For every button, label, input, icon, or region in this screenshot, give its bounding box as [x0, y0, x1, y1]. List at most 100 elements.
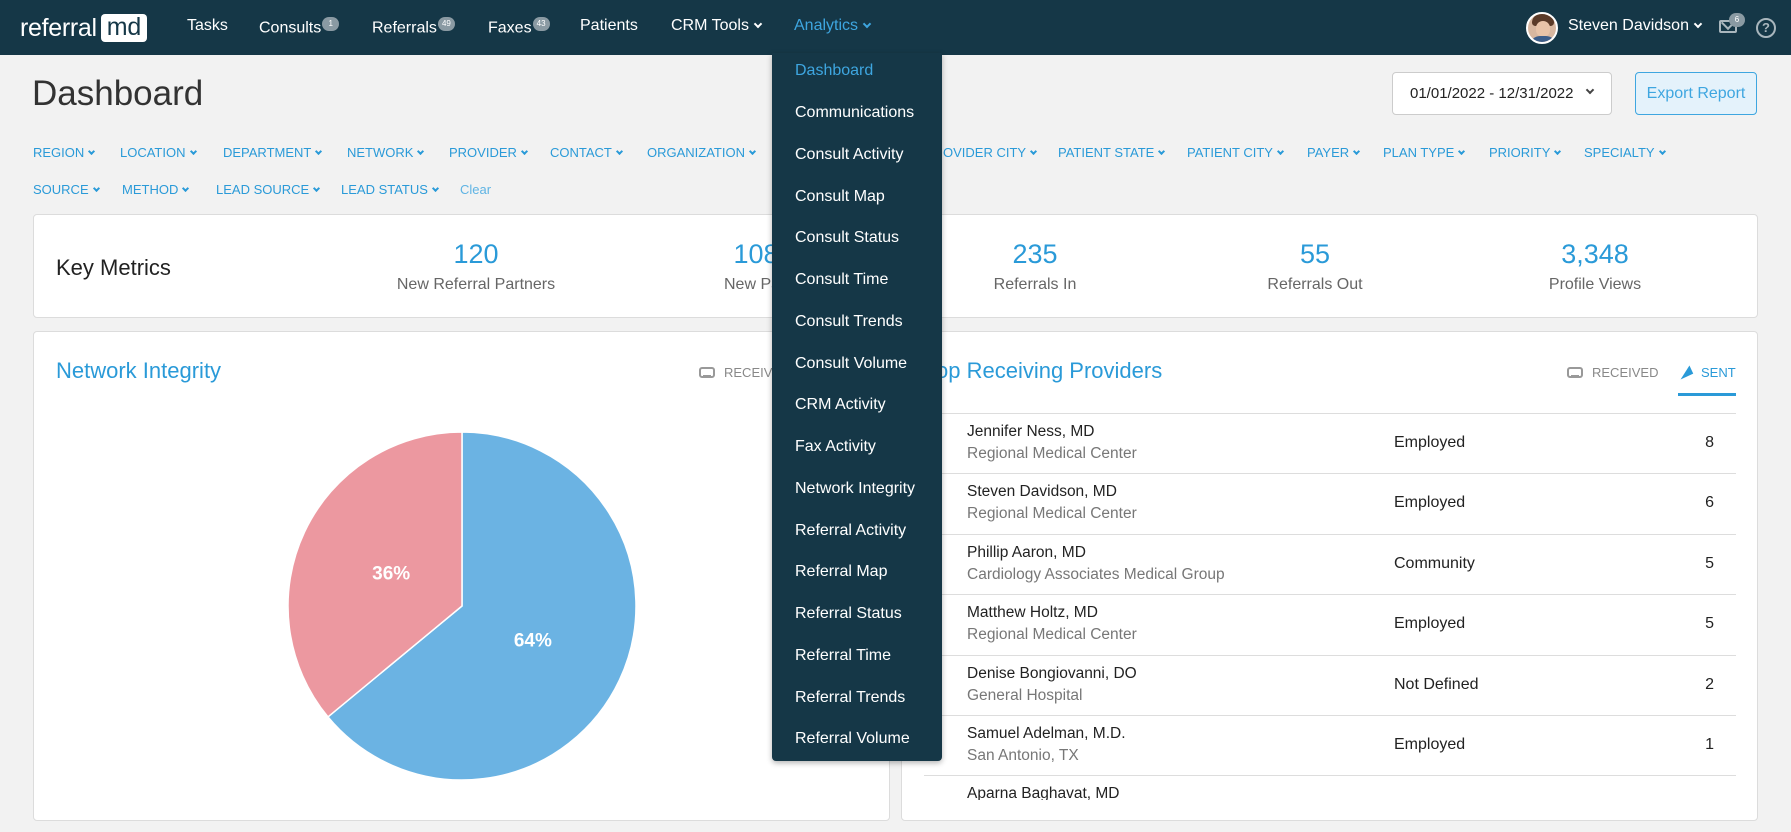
inbox-icon	[699, 367, 715, 378]
chevron-down-icon	[1276, 147, 1285, 156]
menu-item-referral-status[interactable]: Referral Status	[795, 605, 902, 622]
menu-item-crm-activity[interactable]: CRM Activity	[795, 396, 886, 413]
menu-item-consult-status[interactable]: Consult Status	[795, 229, 900, 246]
filter-method[interactable]: METHOD	[122, 182, 190, 197]
provider-row[interactable]: Matthew Holtz, MD Regional Medical Center…	[924, 595, 1736, 656]
filter-patient-state[interactable]: PATIENT STATE	[1058, 145, 1166, 160]
filter-plan-type[interactable]: PLAN TYPE	[1383, 145, 1466, 160]
menu-item-referral-trends[interactable]: Referral Trends	[795, 689, 906, 706]
provider-row[interactable]: Jennifer Ness, MD Regional Medical Center…	[924, 414, 1736, 475]
menu-item-consult-map[interactable]: Consult Map	[795, 188, 885, 205]
menu-item-consult-activity[interactable]: Consult Activity	[795, 146, 904, 163]
chevron-down-icon	[88, 147, 96, 156]
user-avatar[interactable]	[1526, 12, 1558, 44]
menu-item-referral-activity[interactable]: Referral Activity	[795, 522, 907, 539]
filter-organization[interactable]: ORGANIZATION	[647, 145, 757, 160]
export-report-button[interactable]: Export Report	[1635, 72, 1757, 115]
metric-referrals-out: 55 Referrals Out	[1185, 239, 1445, 294]
active-tab-indicator	[1678, 393, 1736, 396]
chevron-down-icon	[313, 184, 321, 193]
provider-name: Aparna Baghavat, MD	[967, 785, 1120, 800]
chevron-down-icon	[1585, 85, 1595, 95]
nav-patients-label: Patients	[580, 17, 638, 34]
nav-faxes[interactable]: Faxes 43	[488, 17, 550, 37]
provider-count: 5	[1705, 554, 1714, 572]
chevron-down-icon	[1030, 147, 1038, 156]
provider-row[interactable]: Samuel Adelman, M.D. San Antonio, TX Emplo…	[924, 716, 1736, 777]
help-icon[interactable]: ?	[1756, 18, 1776, 38]
filter-priority[interactable]: PRIORITY	[1489, 145, 1562, 160]
filter-region[interactable]: REGION	[33, 145, 96, 160]
filter-label: OVIDER CITY	[943, 145, 1027, 160]
menu-item-consult-time[interactable]: Consult Time	[795, 271, 889, 288]
filter-patient-city[interactable]: PATIENT CITY	[1187, 145, 1285, 160]
inbox-icon	[1567, 367, 1583, 378]
filter-provider-city[interactable]: OVIDER CITY	[943, 145, 1038, 160]
nav-patients[interactable]: Patients	[580, 17, 638, 35]
chevron-down-icon	[615, 147, 623, 156]
filter-provider[interactable]: PROVIDER	[449, 145, 528, 160]
provider-row[interactable]: Aparna Baghavat, MD	[924, 776, 1736, 800]
nav-analytics-label: Analytics	[794, 17, 859, 34]
filter-label: SPECIALTY	[1584, 145, 1655, 160]
provider-row[interactable]: Denise Bongiovanni, DO General Hospital No…	[924, 656, 1736, 716]
menu-item-network-integrity[interactable]: Network Integrity	[795, 480, 916, 497]
pie-slice-1[interactable]	[287, 431, 463, 718]
filter-department[interactable]: DEPARTMENT	[223, 145, 323, 160]
nav-tasks[interactable]: Tasks	[187, 17, 228, 35]
pie-slice-label-1: 36%	[372, 564, 410, 585]
nav-crm-tools-label: CRM Tools	[671, 17, 749, 34]
provider-count: 8	[1705, 434, 1714, 451]
provider-type: Employed	[1394, 735, 1466, 753]
filter-label: REGION	[33, 145, 85, 160]
filter-specialty[interactable]: SPECIALTY	[1584, 145, 1666, 160]
filter-location[interactable]: LOCATION	[120, 145, 197, 160]
filter-label: DEPARTMENT	[223, 145, 312, 160]
nav-referrals-label: Referrals	[372, 19, 437, 37]
chevron-down-icon	[862, 19, 872, 29]
top-receiving-providers-card	[901, 331, 1758, 821]
provider-type: Employed	[1394, 615, 1466, 633]
received-label: RECEIVED	[1592, 365, 1659, 380]
metric-referrals-in: 235 Referrals In	[905, 239, 1165, 294]
chevron-down-icon	[1458, 147, 1466, 156]
user-menu[interactable]: Steven Davidson	[1568, 17, 1703, 35]
network-received-tab[interactable]: RECEIVE	[699, 365, 781, 380]
provider-row[interactable]: Phillip Aaron, MD Cardiology Associates M…	[924, 535, 1736, 596]
menu-item-fax-activity[interactable]: Fax Activity	[795, 438, 876, 455]
chevron-down-icon	[1658, 147, 1666, 156]
provider-organization: Regional Medical Center	[967, 626, 1137, 644]
clear-filters-link[interactable]: Clear	[460, 182, 492, 197]
providers-sent-tab[interactable]: SENT	[1676, 365, 1736, 380]
menu-item-referral-volume[interactable]: Referral Volume	[795, 730, 910, 747]
filter-lead-status[interactable]: LEAD STATUS	[341, 182, 439, 197]
menu-item-referral-map[interactable]: Referral Map	[795, 563, 888, 580]
provider-organization: Regional Medical Center	[967, 505, 1137, 523]
filter-label: LEAD SOURCE	[216, 182, 310, 197]
filter-payer[interactable]: PAYER	[1307, 145, 1361, 160]
filter-contact[interactable]: CONTACT	[550, 145, 623, 160]
date-range-select[interactable]: 01/01/2022 - 12/31/2022	[1392, 72, 1612, 115]
network-integrity-pie-chart: 64% 36%	[287, 431, 637, 781]
chevron-down-icon	[431, 184, 439, 193]
pie-slice-0[interactable]	[326, 431, 637, 781]
provider-type: Community	[1394, 554, 1475, 572]
menu-item-consult-volume[interactable]: Consult Volume	[795, 355, 908, 372]
nav-referrals[interactable]: Referrals 49	[372, 17, 455, 37]
nav-consults[interactable]: Consults 1	[259, 17, 340, 37]
menu-item-dashboard[interactable]: Dashboard	[795, 62, 874, 79]
filter-lead-source[interactable]: LEAD SOURCE	[216, 182, 321, 197]
filter-source[interactable]: SOURCE	[33, 182, 100, 197]
provider-list: Jennifer Ness, MD Regional Medical Center…	[924, 413, 1736, 800]
referralmd-logo[interactable]: referral md	[20, 13, 147, 43]
provider-row[interactable]: Steven Davidson, MD Regional Medical Cent…	[924, 474, 1736, 535]
menu-item-referral-time[interactable]: Referral Time	[795, 647, 892, 664]
menu-item-consult-trends[interactable]: Consult Trends	[795, 313, 903, 330]
filter-label: SOURCE	[33, 182, 89, 197]
chevron-down-icon	[182, 184, 190, 193]
providers-received-tab[interactable]: RECEIVED	[1567, 365, 1658, 380]
nav-analytics[interactable]: Analytics	[794, 17, 872, 35]
filter-network[interactable]: NETWORK	[347, 145, 425, 160]
menu-item-communications[interactable]: Communications	[795, 104, 915, 121]
nav-crm-tools[interactable]: CRM Tools	[671, 17, 763, 35]
